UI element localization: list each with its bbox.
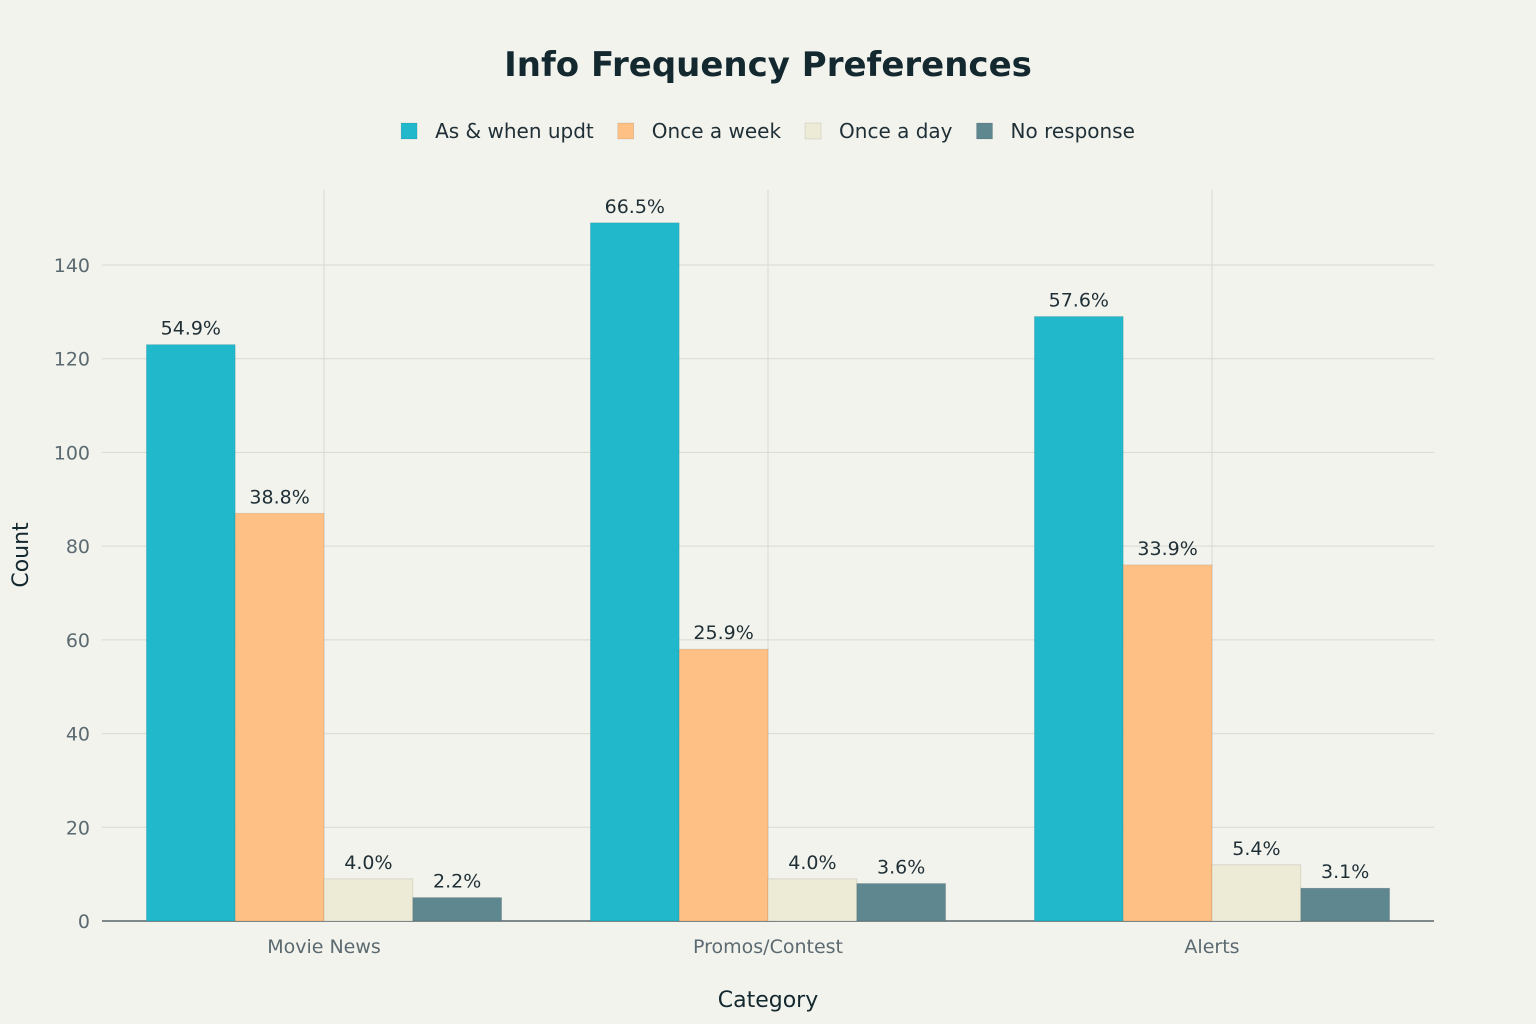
y-axis-ticks: 0 20 40 60 80 100 120 140	[54, 255, 90, 933]
bar	[678, 648, 769, 922]
data-label: 38.8%	[249, 486, 309, 508]
data-label: 4.0%	[344, 852, 392, 874]
bar	[145, 344, 236, 922]
bar	[1211, 864, 1302, 922]
legend-label: As & when updt	[435, 119, 594, 143]
y-tick-label: 0	[78, 911, 90, 933]
legend-item: Once a week	[617, 119, 782, 143]
legend: As & when updt Once a week Once a day No re…	[400, 119, 1135, 143]
legend-item: As & when updt	[400, 119, 594, 143]
bar	[1300, 887, 1391, 922]
x-axis-title: Category	[718, 988, 819, 1013]
data-label: 3.6%	[877, 857, 925, 879]
bar	[412, 897, 502, 922]
data-label: 5.4%	[1232, 838, 1280, 860]
legend-swatch	[400, 122, 418, 140]
y-tick-label: 40	[66, 724, 90, 746]
bar	[856, 883, 946, 922]
bar	[767, 878, 858, 922]
data-label: 57.6%	[1049, 290, 1109, 312]
bar	[1122, 564, 1213, 922]
data-label: 3.1%	[1321, 861, 1369, 883]
bars	[145, 222, 1391, 922]
bar	[234, 512, 325, 922]
bar	[590, 222, 680, 922]
data-label: 66.5%	[605, 196, 665, 218]
y-tick-label: 60	[66, 630, 90, 652]
y-tick-label: 140	[54, 255, 90, 277]
legend-label: No response	[1011, 119, 1135, 143]
legend-swatch	[804, 122, 822, 140]
y-tick-label: 100	[54, 442, 90, 464]
bar	[1034, 316, 1124, 922]
x-tick-label: Promos/Contest	[693, 936, 843, 958]
legend-swatch	[617, 122, 635, 140]
data-label: 2.2%	[433, 871, 481, 893]
y-tick-label: 80	[66, 536, 90, 558]
data-label: 25.9%	[693, 622, 753, 644]
x-tick-label: Movie News	[267, 936, 381, 958]
bar	[323, 878, 414, 922]
legend-item: No response	[976, 119, 1135, 143]
data-label: 4.0%	[788, 852, 836, 874]
y-axis-title: Count	[9, 522, 34, 588]
y-tick-label: 20	[66, 817, 90, 839]
x-tick-label: Alerts	[1184, 936, 1239, 958]
y-tick-label: 120	[54, 349, 90, 371]
chart-title: Info Frequency Preferences	[504, 45, 1032, 85]
x-axis-ticks: Movie News Promos/Contest Alerts	[267, 936, 1239, 958]
data-label: 33.9%	[1137, 538, 1197, 560]
data-labels: 54.9% 38.8% 4.0% 2.2% 66.5% 25.9% 4.0% 3.6% 57.6…	[161, 196, 1370, 893]
legend-label: Once a week	[652, 119, 782, 143]
legend-swatch	[976, 122, 993, 140]
data-label: 54.9%	[161, 318, 221, 340]
legend-item: Once a day	[804, 119, 953, 143]
legend-label: Once a day	[839, 119, 953, 143]
